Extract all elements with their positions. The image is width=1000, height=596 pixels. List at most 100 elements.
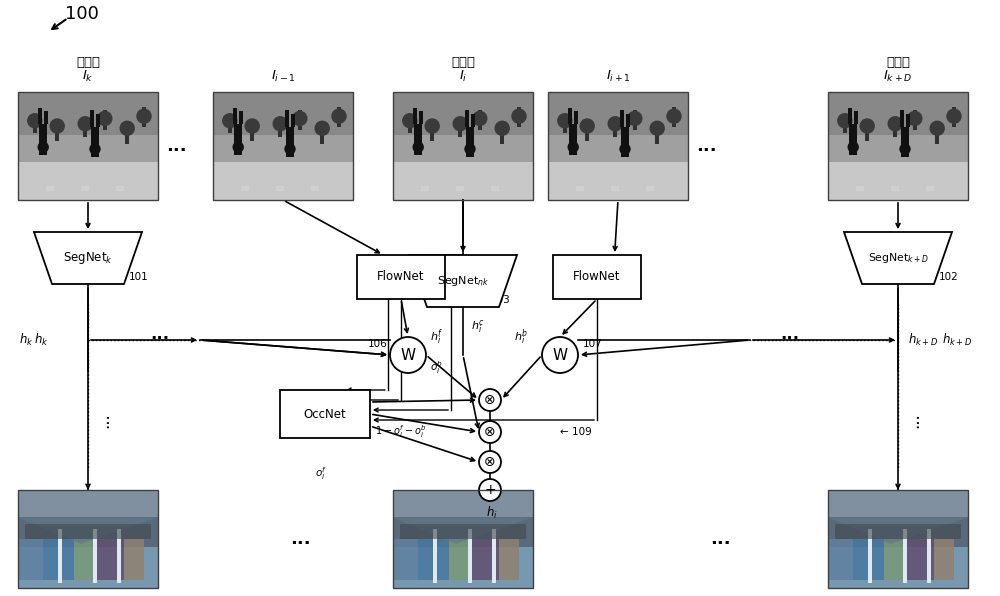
Bar bbox=[891, 186, 899, 191]
Bar bbox=[478, 110, 482, 130]
Bar bbox=[828, 92, 968, 200]
Bar bbox=[418, 539, 449, 580]
Text: 关键帧: 关键帧 bbox=[886, 55, 910, 69]
Bar bbox=[465, 110, 469, 126]
Bar bbox=[900, 110, 904, 126]
Bar bbox=[471, 114, 475, 126]
Bar bbox=[213, 135, 353, 162]
Circle shape bbox=[542, 337, 578, 373]
Circle shape bbox=[667, 109, 681, 123]
Bar bbox=[856, 186, 864, 191]
Bar bbox=[553, 255, 641, 299]
Circle shape bbox=[390, 337, 426, 373]
Bar bbox=[517, 107, 521, 126]
Bar bbox=[868, 529, 872, 583]
Circle shape bbox=[50, 119, 64, 133]
Circle shape bbox=[495, 122, 509, 135]
Circle shape bbox=[90, 144, 100, 154]
Bar bbox=[44, 111, 48, 125]
Bar bbox=[81, 186, 89, 191]
Bar bbox=[903, 529, 907, 583]
Text: OccNet: OccNet bbox=[304, 408, 346, 421]
Bar bbox=[491, 186, 499, 191]
Polygon shape bbox=[34, 232, 142, 284]
Text: W: W bbox=[552, 347, 568, 362]
Polygon shape bbox=[393, 517, 533, 544]
Circle shape bbox=[888, 117, 902, 131]
Bar bbox=[458, 118, 462, 137]
Circle shape bbox=[838, 114, 852, 128]
Bar bbox=[91, 126, 99, 157]
Bar bbox=[116, 186, 124, 191]
Circle shape bbox=[479, 451, 501, 473]
Bar bbox=[400, 524, 526, 539]
Bar bbox=[574, 111, 578, 125]
Bar bbox=[835, 524, 961, 539]
Bar bbox=[213, 141, 353, 200]
Bar bbox=[433, 529, 437, 583]
Circle shape bbox=[273, 117, 287, 131]
Text: 104: 104 bbox=[409, 287, 429, 297]
Bar bbox=[142, 107, 146, 126]
Bar bbox=[18, 135, 158, 162]
Bar bbox=[393, 92, 533, 141]
Bar bbox=[239, 111, 243, 125]
Bar bbox=[408, 114, 412, 133]
Text: $h_k$: $h_k$ bbox=[19, 332, 33, 348]
Bar bbox=[393, 490, 533, 588]
Circle shape bbox=[28, 114, 42, 128]
Bar bbox=[828, 141, 968, 200]
Bar bbox=[672, 107, 676, 126]
Circle shape bbox=[315, 122, 329, 135]
Circle shape bbox=[137, 109, 151, 123]
Circle shape bbox=[413, 142, 423, 152]
Text: $I_k$: $I_k$ bbox=[82, 69, 94, 83]
Text: ⊗: ⊗ bbox=[484, 455, 496, 469]
Bar bbox=[655, 125, 659, 144]
Circle shape bbox=[465, 144, 475, 154]
Bar bbox=[414, 125, 422, 154]
Circle shape bbox=[848, 142, 858, 152]
Circle shape bbox=[120, 122, 134, 135]
Bar bbox=[124, 539, 144, 580]
Bar bbox=[548, 135, 688, 162]
Bar bbox=[18, 92, 158, 200]
Polygon shape bbox=[844, 232, 952, 284]
Bar bbox=[500, 125, 504, 144]
Text: ...: ... bbox=[710, 530, 730, 548]
Text: $I_{i+1}$: $I_{i+1}$ bbox=[606, 69, 630, 83]
Circle shape bbox=[479, 479, 501, 501]
Text: $I_{i-1}$: $I_{i-1}$ bbox=[271, 69, 295, 83]
Bar bbox=[906, 114, 910, 126]
Circle shape bbox=[568, 142, 578, 152]
Text: $o_i^b$: $o_i^b$ bbox=[430, 359, 443, 376]
Bar bbox=[228, 114, 232, 133]
Text: $o_i^f$: $o_i^f$ bbox=[315, 465, 327, 482]
Bar bbox=[55, 121, 59, 141]
Bar bbox=[96, 539, 124, 580]
Text: FlowNet: FlowNet bbox=[377, 271, 425, 284]
Bar bbox=[33, 114, 37, 133]
Text: $h_k$: $h_k$ bbox=[34, 332, 48, 348]
Bar bbox=[103, 110, 107, 130]
Bar bbox=[633, 110, 637, 130]
Circle shape bbox=[403, 114, 417, 128]
Bar bbox=[213, 92, 353, 141]
Bar bbox=[298, 110, 302, 130]
Bar bbox=[828, 547, 968, 588]
Bar bbox=[471, 539, 499, 580]
Bar bbox=[492, 529, 496, 583]
Text: 101: 101 bbox=[129, 272, 149, 282]
Bar bbox=[280, 390, 370, 438]
Bar bbox=[18, 92, 158, 141]
Bar bbox=[233, 108, 237, 125]
Bar bbox=[626, 114, 630, 126]
Bar bbox=[952, 107, 956, 126]
Bar bbox=[913, 110, 917, 130]
Text: 100: 100 bbox=[65, 5, 99, 23]
Text: 103: 103 bbox=[491, 295, 511, 305]
Circle shape bbox=[650, 122, 664, 135]
Text: ⊗: ⊗ bbox=[484, 393, 496, 407]
Text: 105: 105 bbox=[595, 287, 615, 297]
Bar bbox=[853, 539, 884, 580]
